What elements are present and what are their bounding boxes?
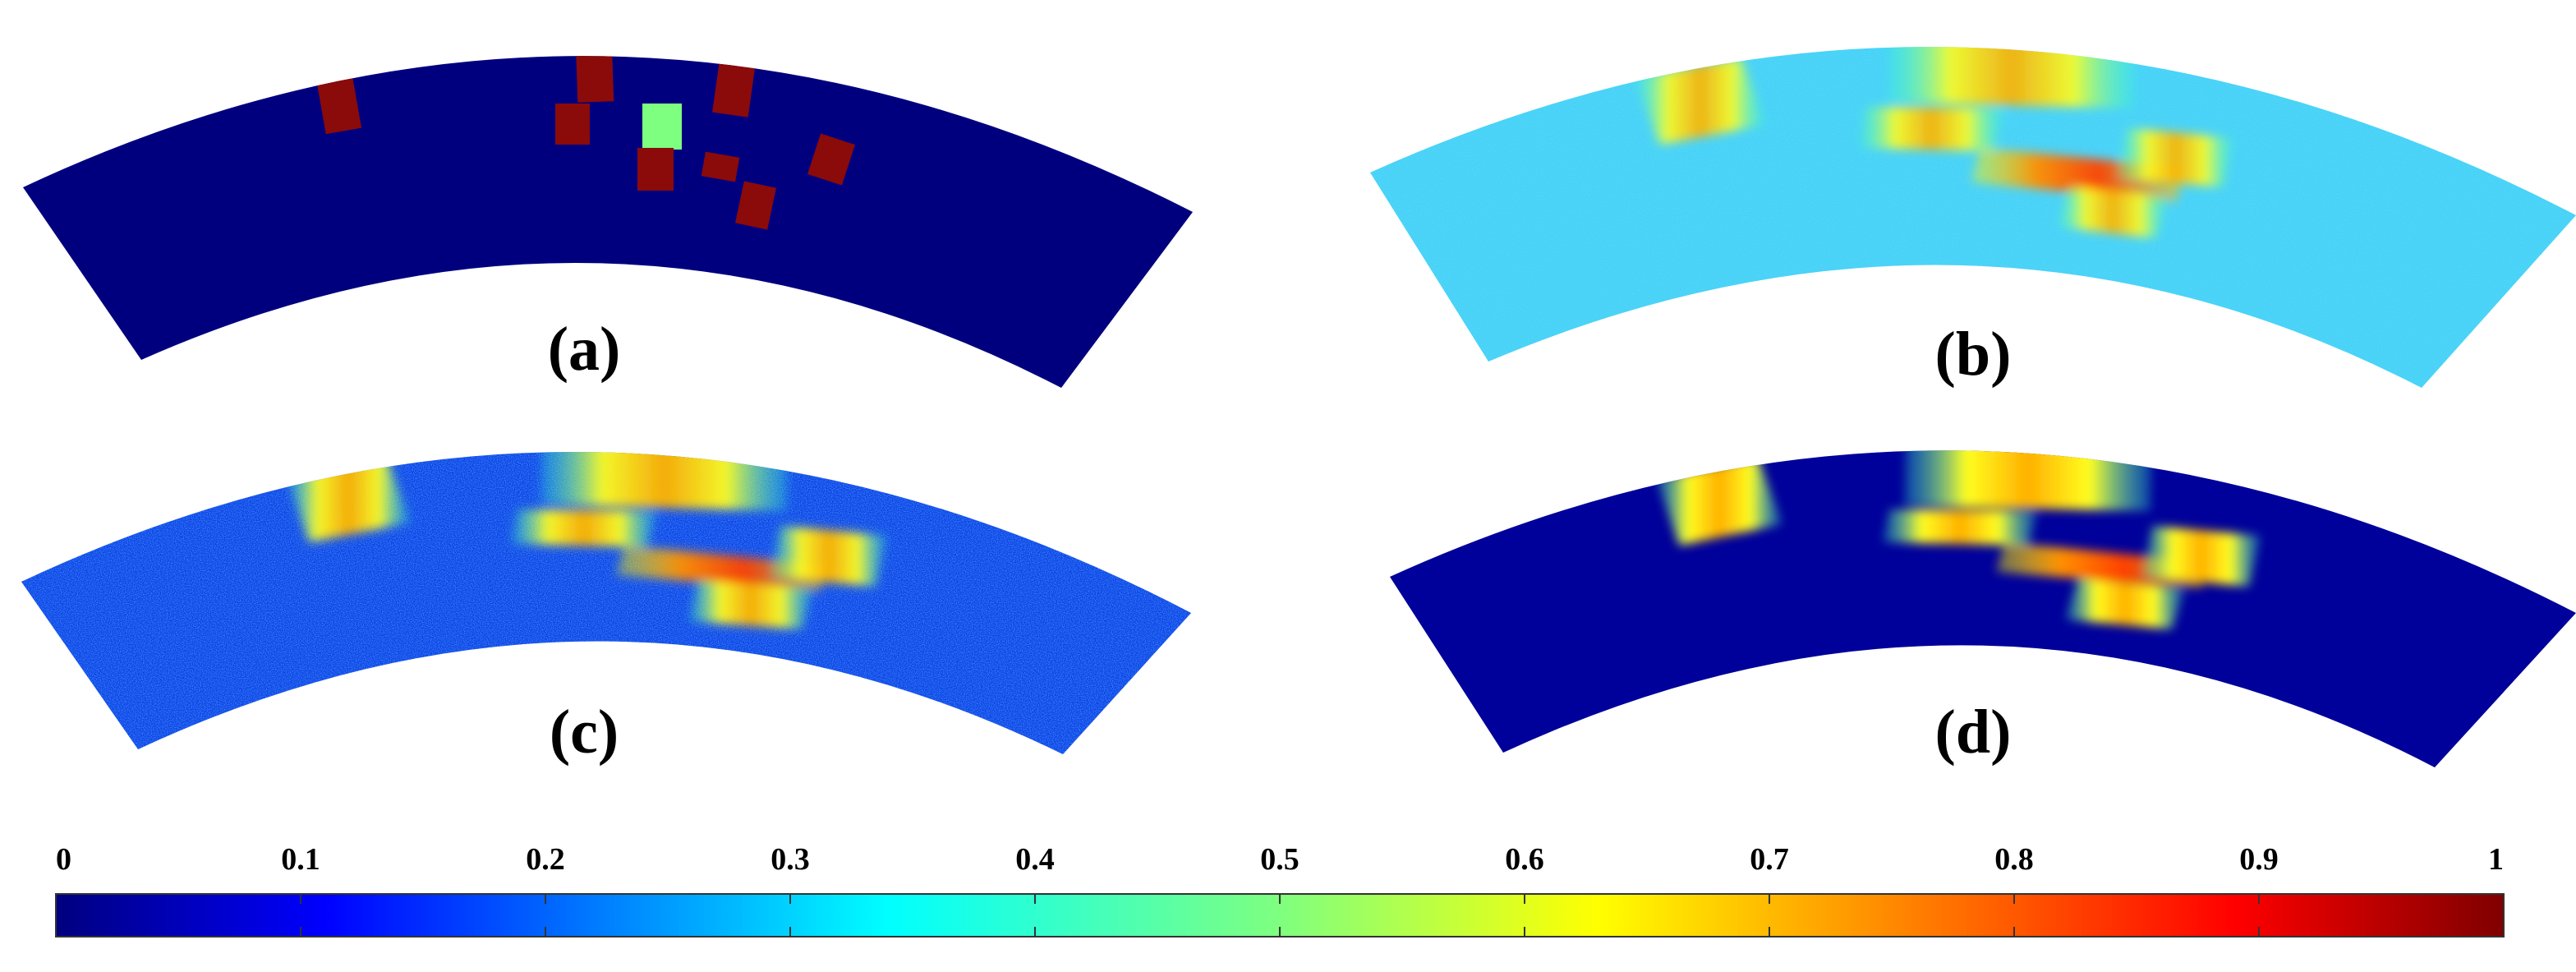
response-band (2065, 578, 2185, 629)
colorbar-tick-label: 0.4 (1015, 842, 1055, 877)
colorbar-tick-label: 0.7 (1750, 842, 1789, 877)
panel-a-label: (a) (548, 315, 621, 384)
colorbar-tick-label: 0.8 (1994, 842, 2034, 877)
response-band (1635, 58, 1766, 145)
response-band (2118, 128, 2234, 187)
colorbar-ticks: 0 0.1 0.2 0.3 0.4 0.5 0.6 0.7 0.8 0.9 1 (56, 842, 2504, 937)
response-band (1904, 450, 2152, 511)
panel-b-label: (b) (1935, 320, 2012, 389)
response-band (688, 580, 813, 629)
colorbar-tick-label: 0.3 (770, 842, 810, 877)
response-band (2142, 526, 2261, 587)
defect-marker (701, 151, 740, 182)
colorbar-tick-label: 0.6 (1505, 842, 1544, 877)
colorbar-tick-label: 0.9 (2239, 842, 2279, 877)
colorbar-tick-label: 0 (56, 842, 71, 877)
defect-marker (637, 148, 674, 191)
defect-marker (735, 181, 776, 230)
colorbar-tick-label: 0.2 (526, 842, 565, 877)
defect-marker (807, 133, 855, 186)
colorbar: 0 0.1 0.2 0.3 0.4 0.5 0.6 0.7 0.8 0.9 1 (55, 842, 2505, 937)
response-band (1888, 47, 2136, 108)
panel-c-label: (c) (550, 698, 619, 767)
response-band (770, 526, 887, 587)
response-band (511, 509, 657, 547)
response-band (1656, 457, 1782, 546)
defect-marker (555, 104, 590, 145)
defect-marker (315, 67, 362, 135)
response-band (616, 546, 830, 592)
response-band (2057, 186, 2169, 238)
defect-marker (642, 104, 682, 150)
panel-a-sector (23, 56, 1193, 388)
response-band (1883, 509, 2037, 546)
panel-d-label: (d) (1935, 698, 2012, 767)
colorbar-tick-label: 0.5 (1260, 842, 1300, 877)
response-band (1971, 148, 2185, 202)
defect-marker (575, 56, 614, 103)
panel-d: (d) (1390, 450, 2576, 767)
response-band (540, 451, 789, 511)
colorbar-tick-label: 1 (2488, 842, 2504, 877)
panel-c: (c) (21, 451, 1191, 767)
response-band (1858, 107, 2004, 151)
colorbar-tick-label: 0.1 (281, 842, 320, 877)
panel-a: (a) (23, 56, 1193, 388)
defect-marker (712, 56, 757, 117)
panel-b: (b) (1370, 47, 2576, 389)
